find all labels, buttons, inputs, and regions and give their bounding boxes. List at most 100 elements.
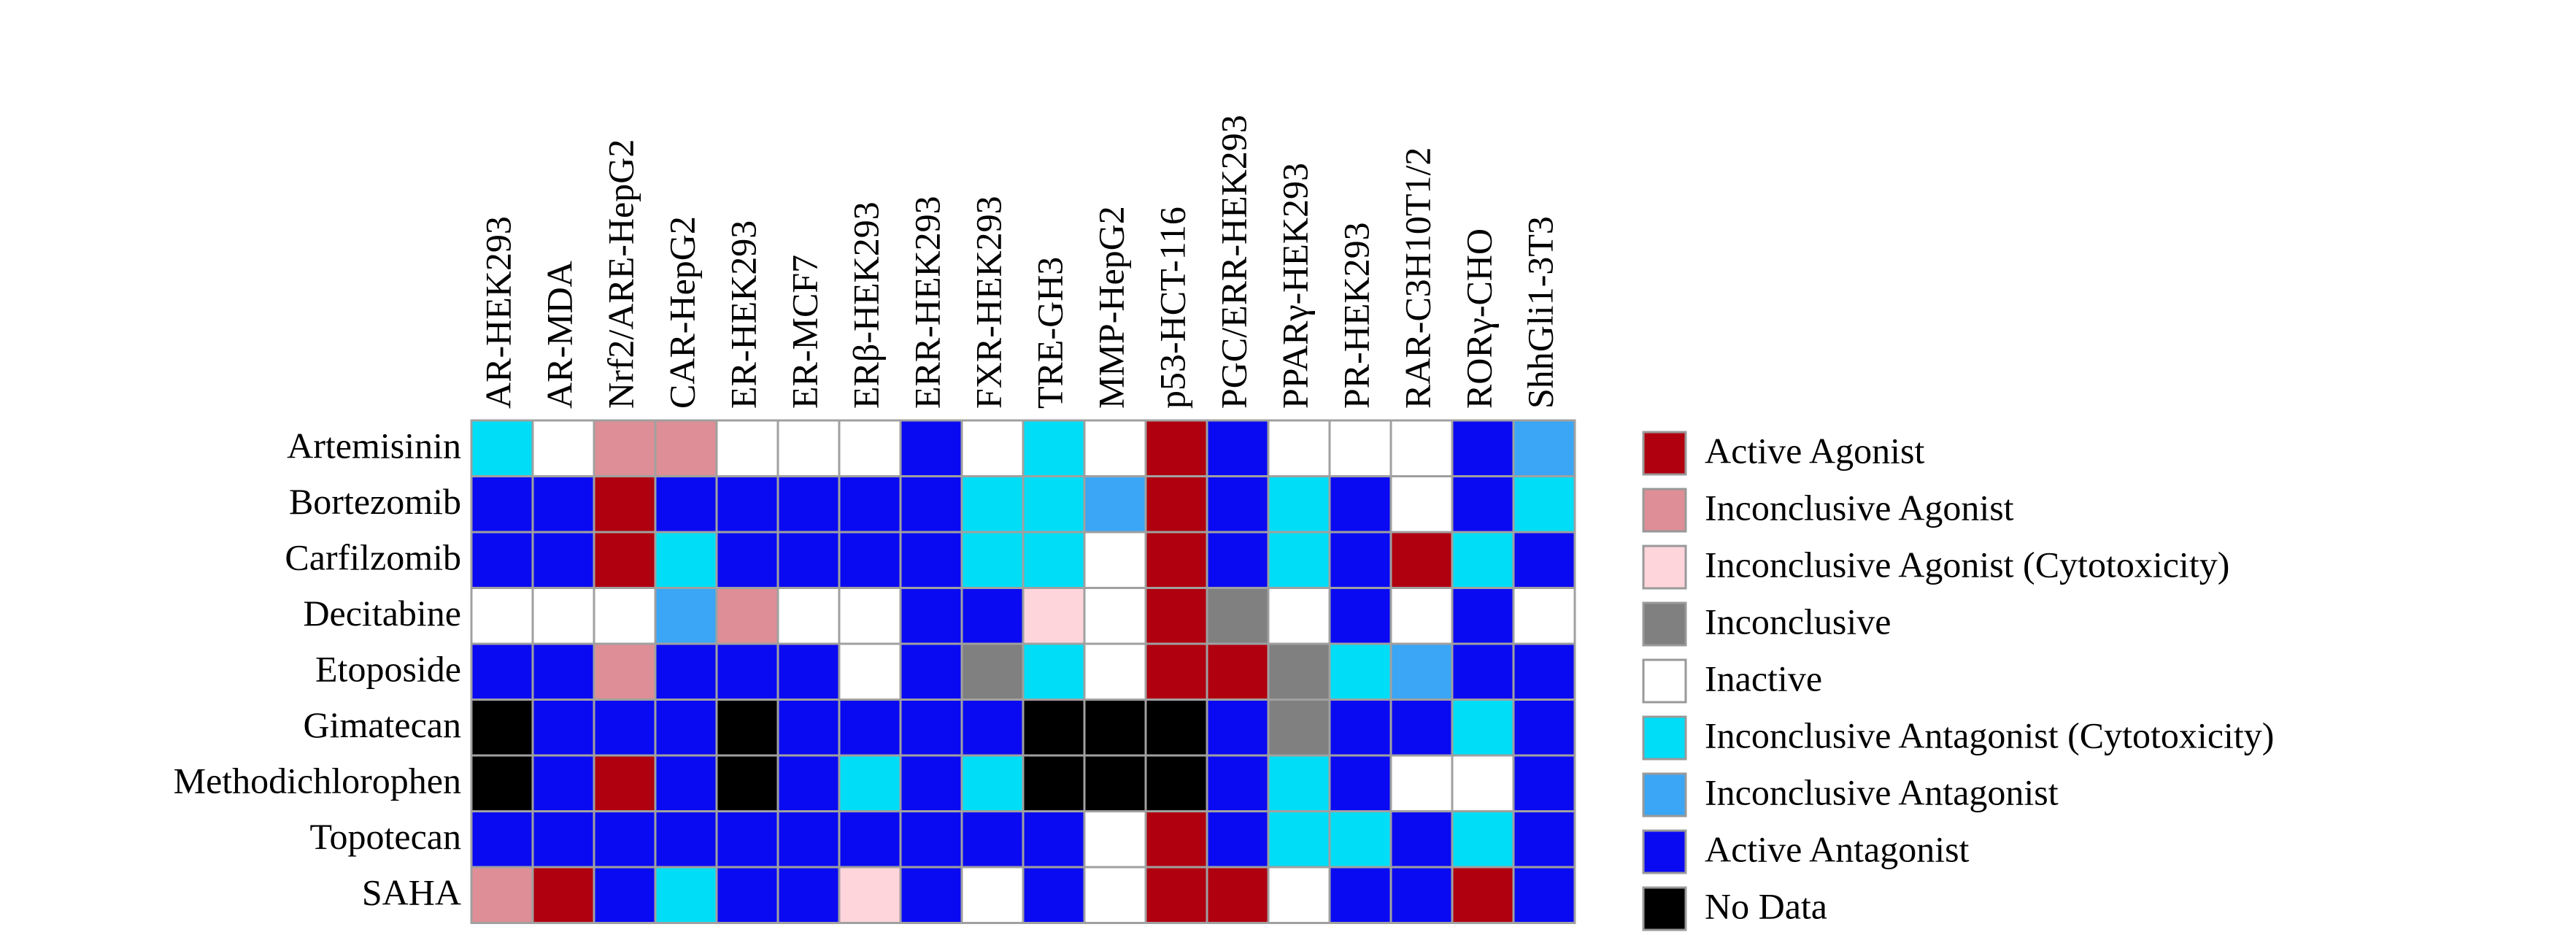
cell — [654, 866, 718, 924]
cell — [1389, 810, 1454, 869]
cell — [960, 810, 1025, 869]
cell — [1451, 810, 1515, 869]
column-label: FXR-HEK293 — [968, 196, 1009, 409]
cell — [1206, 810, 1270, 869]
cell — [1328, 699, 1392, 757]
cell — [715, 475, 779, 534]
cell — [838, 642, 902, 701]
cell — [1267, 587, 1331, 645]
cell — [470, 810, 534, 869]
column-label: p53-HCT-116 — [1152, 207, 1192, 409]
legend-swatch — [1642, 772, 1687, 817]
cell — [715, 754, 779, 812]
cell — [1328, 419, 1392, 477]
cell — [1512, 642, 1576, 701]
cell — [1267, 699, 1331, 757]
cell — [470, 475, 534, 534]
row-label: SAHA — [362, 872, 461, 913]
cell — [654, 419, 718, 477]
cell — [776, 699, 841, 757]
row-label: Decitabine — [303, 593, 461, 634]
cell — [1144, 810, 1208, 869]
cell — [470, 587, 534, 645]
cell — [1328, 475, 1392, 534]
cell — [838, 754, 902, 812]
cell — [960, 475, 1025, 534]
cell — [470, 419, 534, 477]
cell — [1451, 866, 1515, 924]
cell — [1389, 587, 1454, 645]
cell — [1083, 475, 1147, 534]
cell — [593, 419, 657, 477]
cell — [960, 754, 1025, 812]
cell — [1328, 810, 1392, 869]
column-label: ERR-HEK293 — [906, 196, 947, 409]
cell — [899, 866, 963, 924]
column-label: PR-HEK293 — [1335, 222, 1376, 409]
cell — [654, 531, 718, 589]
cell — [899, 642, 963, 701]
cell — [593, 587, 657, 645]
cell — [1389, 642, 1454, 701]
cell — [1389, 699, 1454, 757]
cell — [899, 531, 963, 589]
cell — [654, 699, 718, 757]
cell — [1206, 642, 1270, 701]
cell — [1022, 531, 1086, 589]
cell — [776, 754, 841, 812]
cell — [1267, 642, 1331, 701]
cell — [838, 699, 902, 757]
cell — [1328, 866, 1392, 924]
cell — [531, 642, 595, 701]
legend-label: Active Antagonist — [1705, 828, 1970, 869]
column-label: ER-HEK293 — [722, 220, 763, 409]
cell — [776, 419, 841, 477]
cell — [1206, 531, 1270, 589]
cell — [776, 642, 841, 701]
cell — [1083, 642, 1147, 701]
cell — [593, 475, 657, 534]
cell — [593, 642, 657, 701]
cell — [899, 419, 963, 477]
cell — [715, 642, 779, 701]
cell — [838, 419, 902, 477]
cell — [1083, 587, 1147, 645]
column-label: ShhGli1-3T3 — [1519, 216, 1560, 409]
cell — [1267, 531, 1331, 589]
row-label: Etoposide — [315, 649, 461, 690]
cell — [593, 810, 657, 869]
cell — [1451, 531, 1515, 589]
cell — [1206, 475, 1270, 534]
cell — [531, 475, 595, 534]
cell — [1206, 699, 1270, 757]
cell — [1022, 419, 1086, 477]
legend-swatch — [1642, 545, 1687, 590]
legend-label: Inconclusive Antagonist (Cytotoxicity) — [1705, 715, 2274, 755]
legend-label: Inconclusive Agonist (Cytotoxicity) — [1705, 544, 2229, 585]
cell — [1512, 475, 1576, 534]
row-label: Bortezomib — [289, 481, 461, 522]
legend-label: Inactive — [1705, 658, 1822, 699]
cell — [1022, 810, 1086, 869]
cell — [1144, 419, 1208, 477]
cell — [1328, 531, 1392, 589]
cell — [1022, 754, 1086, 812]
cell — [1022, 642, 1086, 701]
cell — [1451, 699, 1515, 757]
cell — [531, 754, 595, 812]
legend-label: Inconclusive Antagonist — [1705, 772, 2059, 812]
cell — [838, 531, 902, 589]
cell — [715, 587, 779, 645]
cell — [1389, 475, 1454, 534]
cell — [593, 699, 657, 757]
column-label: TRE-GH3 — [1029, 257, 1070, 409]
cell — [1328, 587, 1392, 645]
cell — [1267, 866, 1331, 924]
row-label: Gimatecan — [303, 704, 461, 745]
cell — [1022, 587, 1086, 645]
cell — [1022, 475, 1086, 534]
cell — [531, 419, 595, 477]
cell — [470, 866, 534, 924]
cell — [776, 866, 841, 924]
